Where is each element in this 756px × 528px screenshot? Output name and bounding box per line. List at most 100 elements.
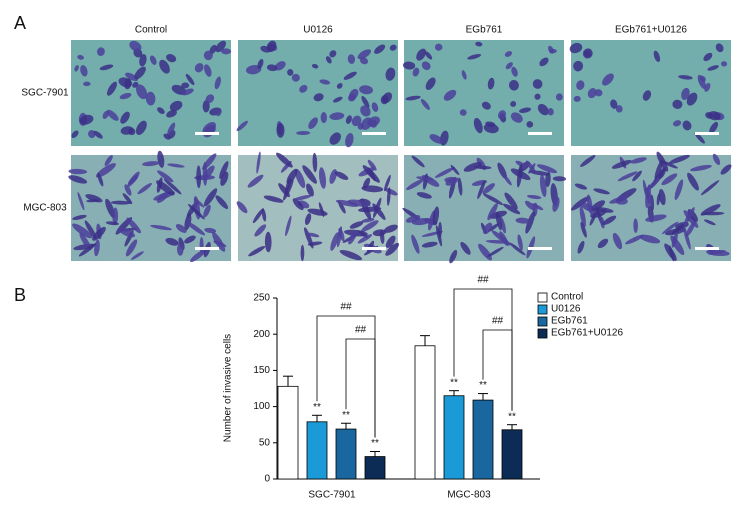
cell: [471, 180, 488, 186]
cell: [102, 110, 110, 119]
cell: [406, 179, 424, 191]
cell: [633, 218, 638, 233]
cell: [473, 117, 483, 134]
cell: [532, 79, 543, 89]
cell: [72, 214, 87, 221]
cell: [683, 226, 691, 250]
cell: [668, 245, 675, 262]
cell: [529, 170, 550, 176]
cell: [362, 177, 371, 189]
cell: [547, 108, 554, 116]
cell: [325, 56, 332, 64]
cell: [497, 110, 507, 120]
cell: [215, 40, 227, 53]
cell: [369, 119, 378, 128]
cell: [166, 109, 177, 118]
bracket-label: ##: [477, 275, 489, 286]
cell: [276, 123, 285, 138]
cell: [219, 161, 229, 179]
cell: [178, 237, 185, 251]
cell: [702, 211, 725, 216]
cell: [699, 75, 706, 82]
cell: [482, 222, 493, 235]
cell: [625, 234, 644, 245]
cell: [125, 72, 139, 82]
bar: [277, 385, 299, 480]
cell: [236, 120, 248, 132]
cell: [420, 98, 430, 110]
cell: [276, 152, 293, 168]
cell: [294, 195, 312, 201]
cell: [252, 208, 264, 224]
cell: [450, 164, 460, 176]
cell: [416, 192, 432, 199]
cell: [345, 115, 352, 124]
cell: [515, 217, 530, 224]
cell: [92, 226, 106, 241]
cell: [246, 64, 262, 75]
cell: [202, 165, 215, 181]
cell: [292, 198, 304, 211]
cell: [569, 42, 583, 54]
column-label: Control: [135, 25, 167, 36]
cell: [263, 195, 284, 203]
cell: [715, 43, 724, 53]
micrograph: [236, 151, 400, 262]
cell: [189, 249, 206, 263]
cell: [202, 121, 216, 135]
cell: [482, 183, 495, 194]
cell: [150, 224, 172, 231]
cell: [432, 206, 440, 226]
cell: [653, 50, 661, 63]
cell: [645, 176, 662, 192]
cell: [214, 76, 221, 90]
row-label: MGC-803: [23, 203, 67, 214]
cell: [524, 200, 536, 211]
cell: [610, 99, 618, 109]
x-tick-label: MGC-803: [447, 490, 491, 501]
cell: [167, 122, 176, 137]
cell: [416, 176, 434, 181]
cell: [593, 188, 610, 195]
cell: [362, 165, 380, 183]
cell: [169, 100, 183, 112]
cell: [212, 232, 226, 252]
cell: [531, 203, 544, 211]
cell: [106, 109, 119, 121]
cell: [204, 227, 217, 234]
cell: [203, 204, 211, 218]
cell: [159, 59, 170, 74]
bracket: [345, 338, 376, 438]
cell: [576, 80, 585, 90]
cell: [685, 221, 696, 237]
cell: [505, 62, 513, 70]
cell: [405, 214, 421, 223]
scale-bar: [695, 132, 719, 135]
cell: [721, 61, 728, 67]
cell: [504, 51, 513, 57]
cell: [302, 165, 317, 184]
cell: [127, 171, 140, 187]
y-tick-label: 100: [253, 401, 270, 412]
cell: [358, 206, 382, 213]
significance-mark: **: [450, 377, 458, 388]
cell: [260, 45, 271, 53]
cell: [383, 224, 398, 233]
legend-label: EGb761+U0126: [551, 328, 623, 339]
cell: [93, 130, 103, 139]
bracket-label: ##: [340, 302, 352, 313]
micrograph: [402, 155, 567, 264]
cell: [548, 45, 554, 54]
bar: [335, 428, 357, 480]
y-tick-label: 150: [253, 365, 270, 376]
cell: [308, 117, 318, 129]
cell: [156, 192, 169, 203]
cell: [156, 180, 175, 196]
cell: [580, 221, 587, 238]
cell: [184, 235, 196, 244]
cell: [266, 64, 278, 72]
cell: [632, 170, 642, 182]
micrograph: [569, 40, 731, 146]
cell: [122, 193, 133, 205]
cell: [299, 84, 308, 93]
